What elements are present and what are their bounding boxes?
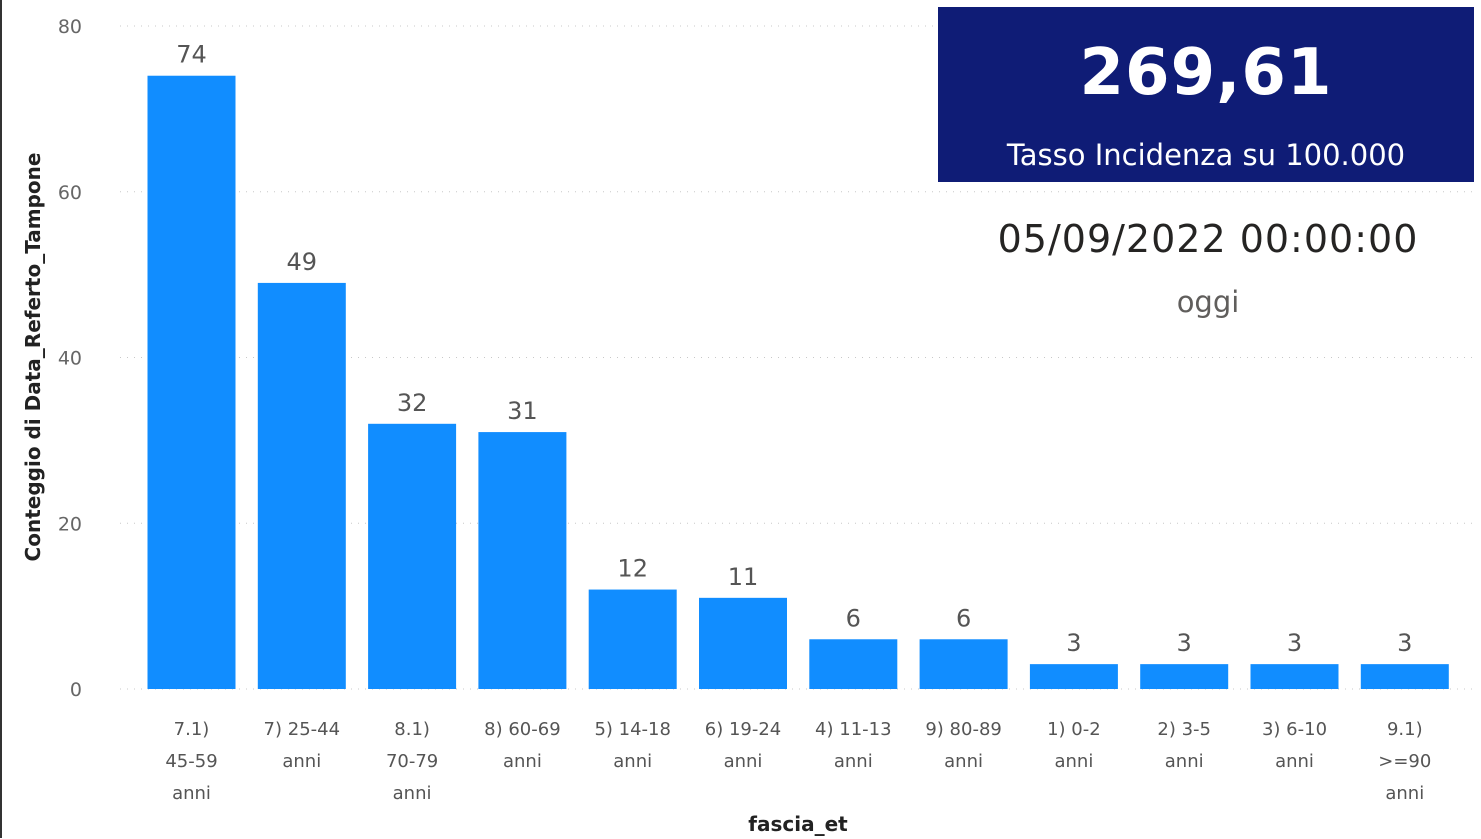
data-label: 6 <box>846 604 861 632</box>
x-tick-label: 9.1) >=90 anni <box>1378 719 1431 804</box>
bar[interactable] <box>588 589 677 689</box>
bar[interactable] <box>368 423 457 689</box>
x-tick-label: 4) 11-13 anni <box>815 719 892 772</box>
data-label: 32 <box>397 389 428 417</box>
x-tick-label: 5) 14-18 anni <box>594 719 671 772</box>
y-tick-label: 40 <box>58 348 82 370</box>
bar[interactable] <box>919 639 1008 689</box>
data-label: 3 <box>1287 629 1302 657</box>
data-label: 31 <box>507 397 538 425</box>
y-axis-ticks: 0 20 40 60 80 <box>58 16 82 701</box>
bar[interactable] <box>1360 664 1449 689</box>
bar[interactable] <box>1250 664 1339 689</box>
x-tick-label: 2) 3-5 anni <box>1157 719 1211 772</box>
x-axis-categories: 7.1) 45-59 anni 7) 25-44 anni 8.1) 70-79 anni 8)… <box>165 719 1431 804</box>
data-label: 11 <box>728 563 759 591</box>
bars <box>147 75 1449 690</box>
bar[interactable] <box>809 639 898 689</box>
y-axis-title: Conteggio di Data_Referto_Tampone <box>21 153 45 562</box>
bar[interactable] <box>1140 664 1229 689</box>
x-tick-label: 1) 0-2 anni <box>1047 719 1101 772</box>
date-label: oggi <box>1176 285 1240 319</box>
y-tick-label: 80 <box>58 16 82 38</box>
bar[interactable] <box>699 597 787 689</box>
x-axis-title: fascia_et <box>748 812 848 836</box>
bar[interactable] <box>478 432 567 689</box>
data-label: 3 <box>1066 629 1081 657</box>
date-value: 05/09/2022 00:00:00 <box>997 217 1419 261</box>
bar[interactable] <box>147 75 236 690</box>
data-label: 6 <box>956 604 971 632</box>
y-tick-label: 20 <box>58 513 82 535</box>
kpi-label: Tasso Incidenza su 100.000 <box>1006 138 1406 172</box>
y-tick-label: 60 <box>58 182 82 204</box>
x-tick-label: 9) 80-89 anni <box>925 719 1002 772</box>
x-tick-label: 8) 60-69 anni <box>484 719 561 772</box>
x-tick-label: 6) 19-24 anni <box>705 719 782 772</box>
x-tick-label: 7) 25-44 anni <box>264 719 341 772</box>
data-label: 3 <box>1397 629 1412 657</box>
x-tick-label: 3) 6-10 anni <box>1262 719 1327 772</box>
data-label: 12 <box>617 555 648 583</box>
kpi-value: 269,61 <box>1079 36 1333 110</box>
x-tick-label: 7.1) 45-59 anni <box>165 719 217 804</box>
data-label: 3 <box>1177 629 1192 657</box>
data-label: 49 <box>287 248 318 276</box>
data-label: 74 <box>176 41 207 69</box>
y-tick-label: 0 <box>70 679 82 701</box>
x-tick-label: 8.1) 70-79 anni <box>386 719 438 804</box>
bar[interactable] <box>257 282 346 689</box>
kpi-card: 269,61 Tasso Incidenza su 100.000 <box>938 7 1474 182</box>
data-labels: 74 49 32 31 12 11 6 6 3 3 3 3 <box>176 41 1412 657</box>
bar[interactable] <box>1029 664 1118 689</box>
